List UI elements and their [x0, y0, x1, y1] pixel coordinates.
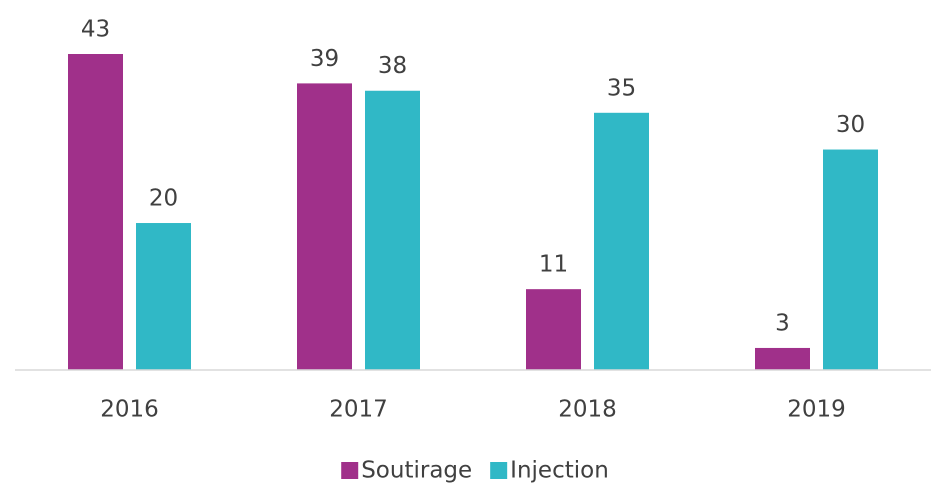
legend-label: Injection [510, 458, 609, 484]
x-tick-label: 2018 [558, 397, 617, 423]
data-label: 38 [378, 53, 407, 79]
data-label: 39 [310, 46, 339, 72]
bar [755, 347, 810, 370]
data-label: 20 [149, 186, 178, 212]
x-tick-label: 2019 [787, 397, 846, 423]
bar [594, 112, 649, 370]
legend: Soutirage Injection [341, 458, 609, 484]
legend-swatch [341, 462, 359, 479]
x-tick-label: 2016 [100, 397, 159, 423]
data-label: 35 [607, 75, 636, 101]
data-label: 43 [81, 17, 110, 43]
bar [526, 289, 581, 370]
bar [297, 83, 352, 370]
x-tick-label: 2017 [329, 397, 388, 423]
legend-label: Soutirage [361, 458, 472, 484]
data-label: 11 [539, 252, 568, 278]
bar [136, 223, 191, 370]
bar [823, 149, 878, 370]
bar [365, 90, 420, 370]
legend-swatch [490, 462, 508, 479]
data-label: 30 [836, 112, 865, 138]
bar [68, 54, 123, 370]
data-label: 3 [775, 310, 790, 336]
